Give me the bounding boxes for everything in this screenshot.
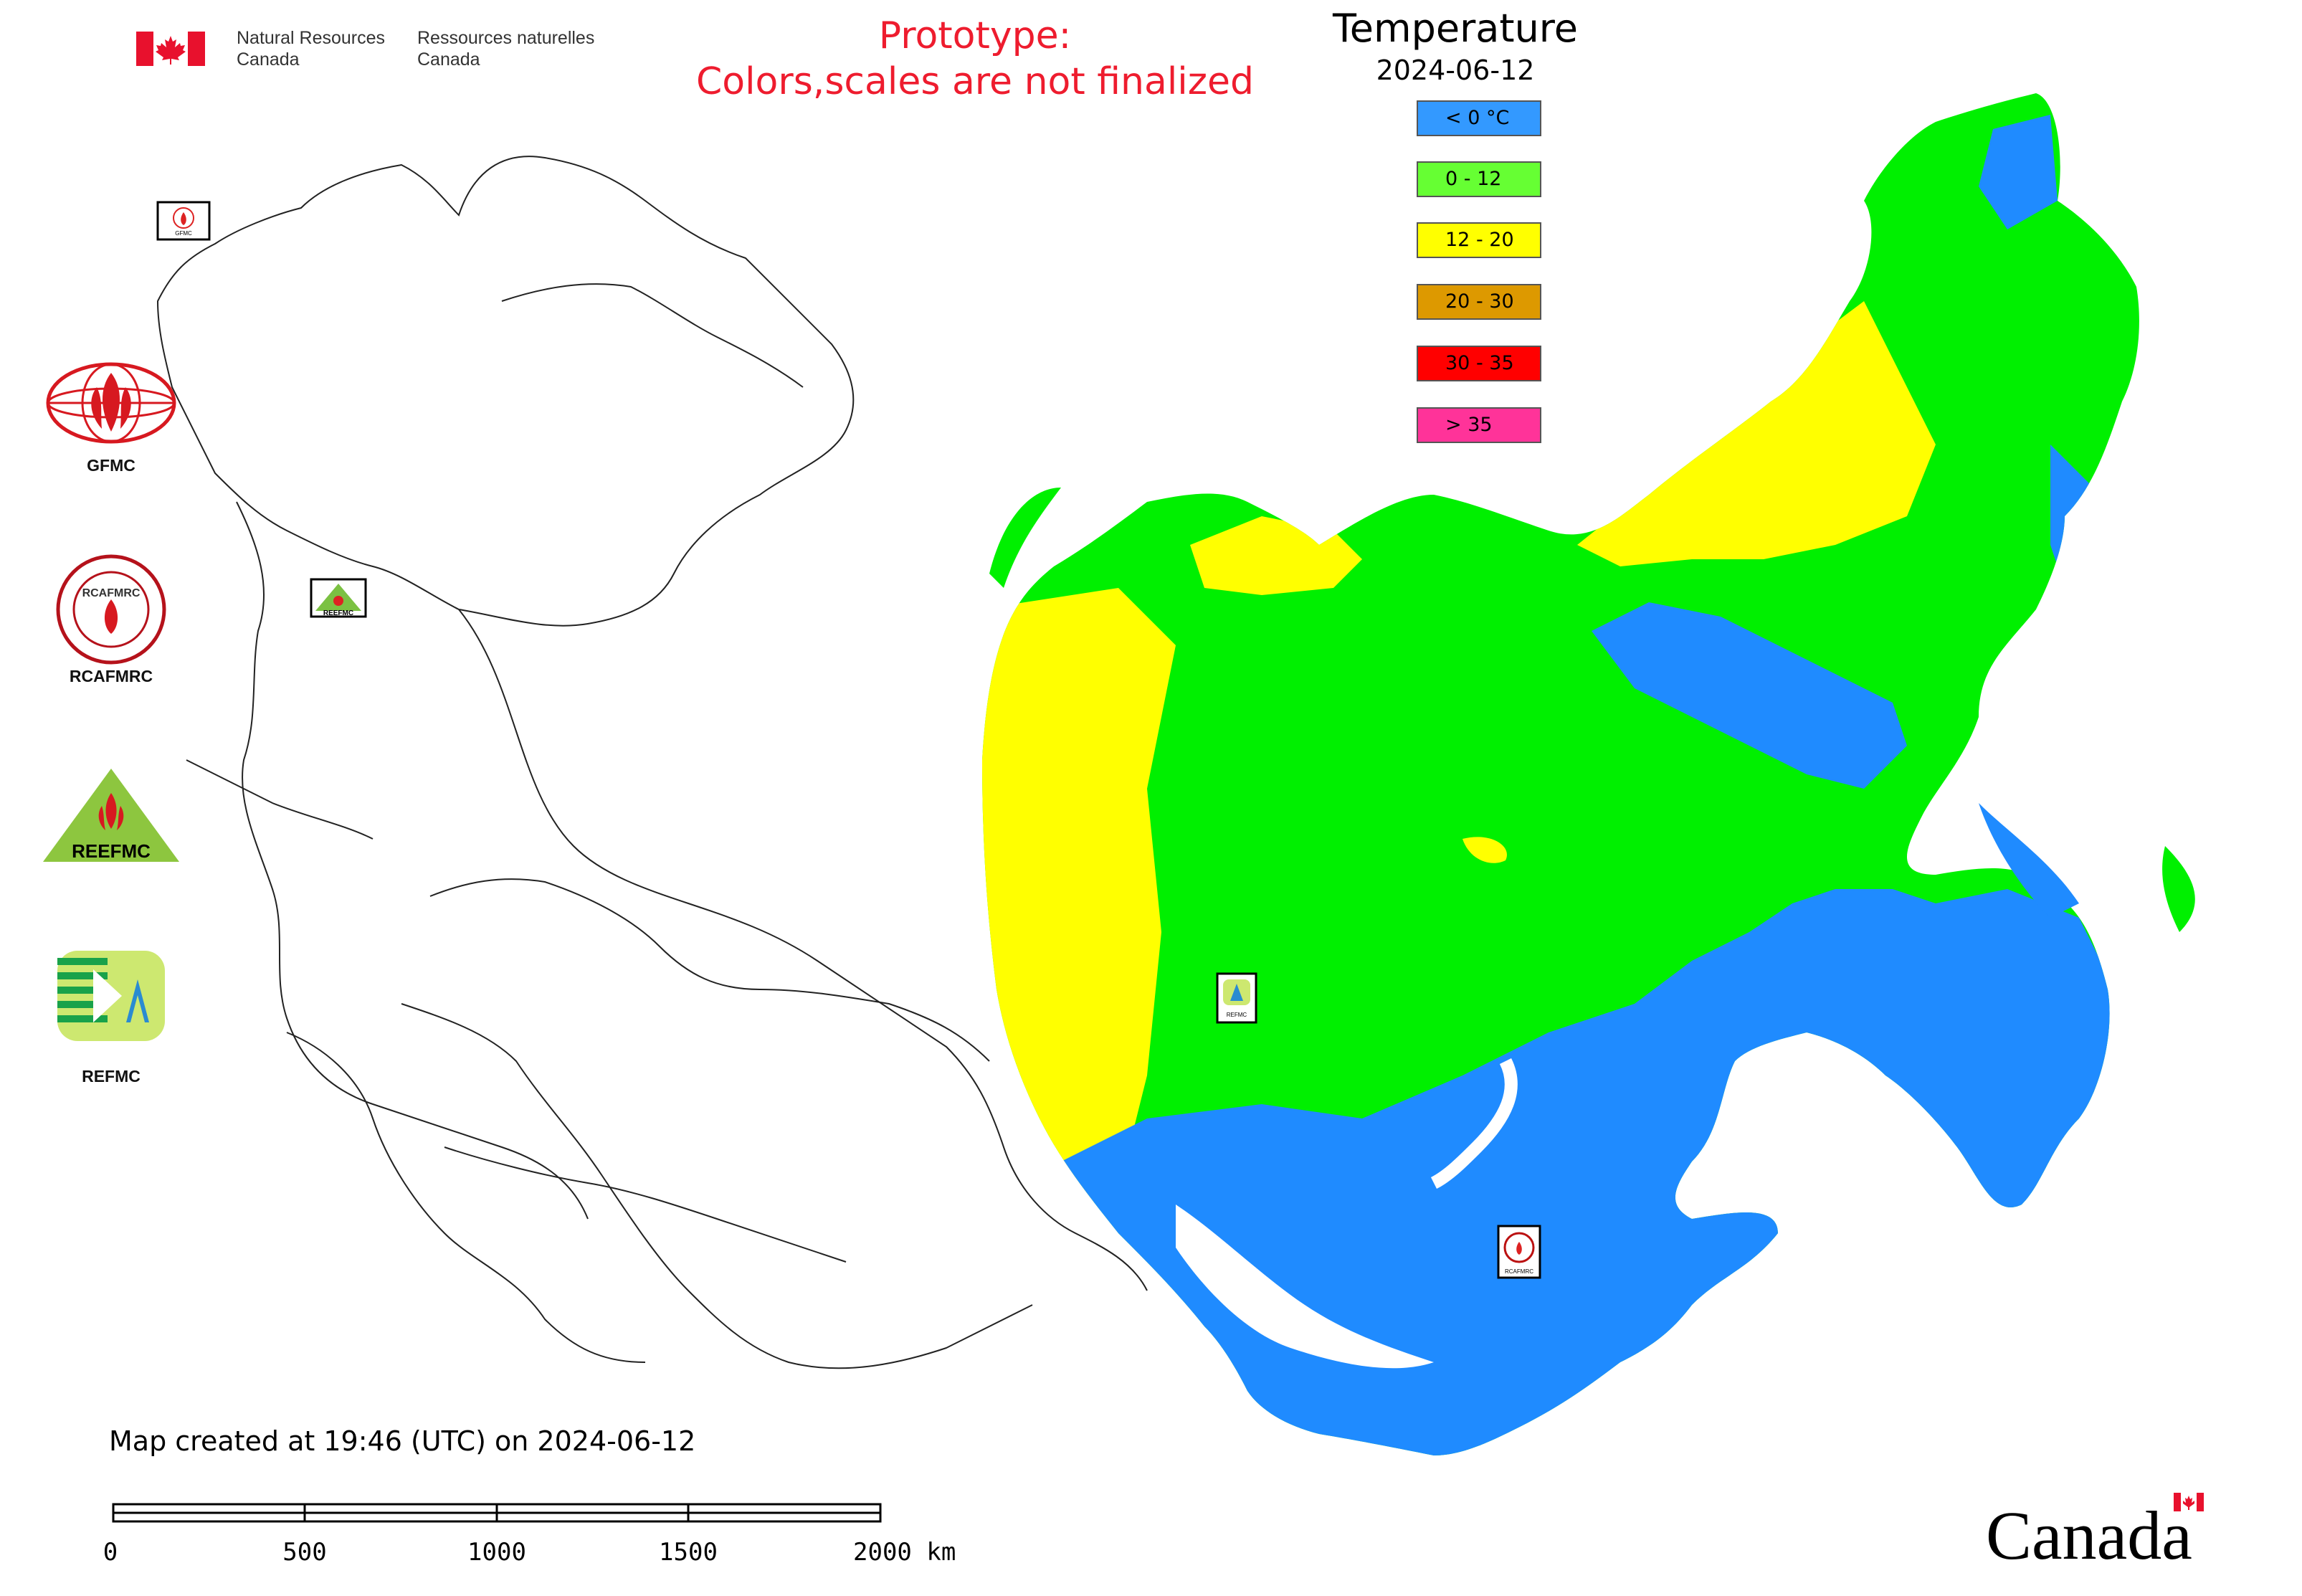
gfmc-logo	[36, 360, 186, 450]
scale-bar: 0 500 1000 1500 2000 km	[103, 1503, 956, 1567]
prototype-notice-line1: Prototype:	[878, 14, 1072, 57]
country-borders	[156, 156, 1148, 1369]
legend-item-label: > 35	[1445, 414, 1493, 436]
map-marker-reefmc[interactable]: REEFMC	[310, 578, 367, 618]
map-marker-rcafmrc[interactable]: RCAFMRC	[1497, 1225, 1541, 1279]
map-marker-refmc[interactable]: REFMC	[1216, 972, 1257, 1024]
org-name-en-line1: Natural Resources	[237, 28, 386, 48]
rcafmrc-seal-icon: RCAFMRC	[56, 554, 166, 665]
map-marker-rcafmrc-label: RCAFMRC	[1505, 1268, 1533, 1275]
zone-mild-spot	[1462, 837, 1507, 863]
legend-item-label: 0 - 12	[1445, 168, 1502, 190]
legend-title: Temperature	[1332, 6, 1579, 51]
temperature-raster	[982, 93, 2139, 1455]
okhotsk-coast	[1979, 803, 2079, 918]
canada-flag-icon	[136, 32, 205, 66]
lake-baikal	[1430, 1058, 1518, 1189]
scale-tick-1000: 1000	[467, 1538, 526, 1567]
map-marker-refmc-label: REFMC	[1227, 1012, 1247, 1018]
canada-wordmark-text: Canada	[1986, 1497, 2192, 1570]
legend-item-below-zero: < 0 °C	[1417, 100, 1541, 136]
legend-item-12-20: 12 - 20	[1417, 222, 1541, 258]
nrcan-signature: Natural Resources Canada Ressources natu…	[136, 27, 602, 77]
zone-cold-chukotka	[1979, 115, 2058, 229]
zone-nodata	[1176, 1205, 1434, 1369]
sakhalin	[2162, 846, 2195, 932]
legend-item-30-35: 30 - 35	[1417, 346, 1541, 381]
map-created-note: Map created at 19:46 (UTC) on 2024-06-12	[109, 1425, 696, 1457]
scale-tick-0: 0	[103, 1538, 118, 1567]
reefmc-logo: REEFMC	[36, 764, 186, 875]
legend-item-0-12: 0 - 12	[1417, 161, 1541, 197]
rcafmrc-seal-text: RCAFMRC	[82, 587, 141, 599]
org-name-fr-line1: Ressources naturelles	[417, 28, 595, 48]
legend-item-label: 20 - 30	[1445, 290, 1514, 313]
rcafmrc-logo: RCAFMRC	[36, 552, 186, 670]
refmc-label: REFMC	[82, 1067, 141, 1086]
zone-cold-east	[1592, 602, 1907, 789]
legend-item-label: 12 - 20	[1445, 229, 1514, 251]
prototype-notice-line2: Colors,scales are not finalized	[695, 60, 1255, 103]
refmc-emblem-icon	[57, 951, 165, 1041]
legend-item-label: < 0 °C	[1445, 107, 1510, 129]
scale-tick-1500: 1500	[659, 1538, 718, 1567]
novaya-zemlya	[989, 488, 1061, 588]
org-name-fr-line2: Canada	[417, 49, 480, 70]
legend-item-above-35: > 35	[1417, 407, 1541, 443]
legend-date: 2024-06-12	[1376, 54, 1535, 86]
org-name-en-line2: Canada	[237, 49, 300, 70]
map-marker-gfmc[interactable]: GFMC	[156, 201, 211, 241]
gfmc-label: GFMC	[87, 456, 135, 475]
map-marker-gfmc-label: GFMC	[175, 230, 192, 237]
reefmc-logo-text: REEFMC	[72, 840, 151, 862]
scale-tick-500: 500	[282, 1538, 326, 1567]
wordmark-flag-icon	[2174, 1493, 2204, 1511]
zone-mild-east	[1577, 301, 1936, 566]
legend-item-20-30: 20 - 30	[1417, 284, 1541, 320]
reefmc-triangle-icon: REEFMC	[43, 769, 179, 862]
canada-wordmark: Canada	[1986, 1493, 2204, 1570]
refmc-logo	[36, 944, 186, 1055]
prototype-notice: Prototype: Colors,scales are not finaliz…	[645, 13, 1305, 105]
rcafmrc-label: RCAFMRC	[69, 667, 153, 685]
scale-tick-2000: 2000 km	[853, 1538, 956, 1567]
map-marker-reefmc-label: REEFMC	[323, 609, 353, 617]
gfmc-globe-flame-icon	[46, 362, 176, 444]
legend-item-label: 30 - 35	[1445, 352, 1514, 374]
